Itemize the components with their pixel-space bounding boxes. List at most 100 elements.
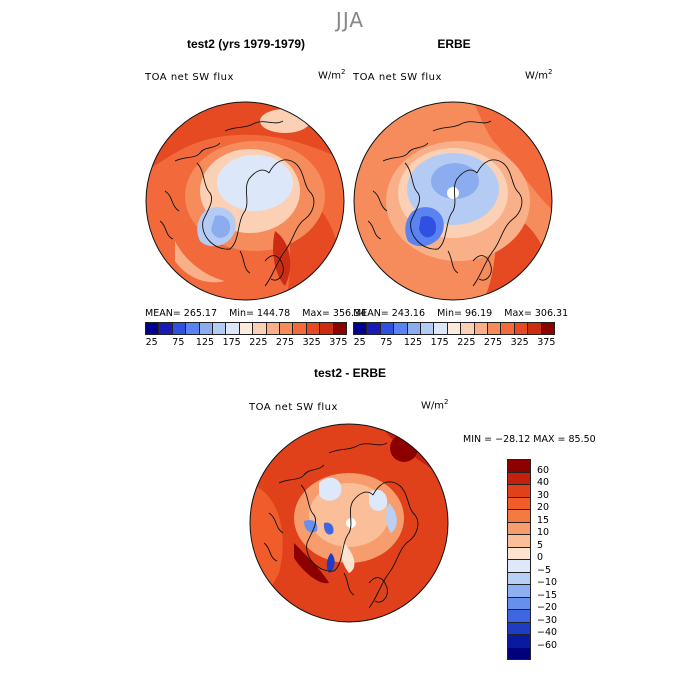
right-colorbar: [353, 322, 555, 335]
left-stats: MEAN= 265.17 Min= 144.78 Max= 356.34: [145, 308, 366, 319]
colorbar-swatch: [146, 323, 160, 334]
map-field-patch: [326, 553, 335, 573]
colorbar-level-label: 5: [537, 539, 544, 551]
colorbar-swatch: [320, 323, 334, 334]
colorbar-level-label: 30: [537, 489, 550, 501]
colorbar-swatch: [407, 323, 422, 334]
colorbar-swatch: [461, 323, 475, 334]
colorbar-swatch: [508, 547, 530, 560]
coastlines: [159, 120, 315, 287]
pole-gap: [447, 187, 459, 199]
colorbar-swatch: [213, 323, 227, 334]
map-field-patch: [323, 522, 334, 535]
colorbar-tick-label: 275: [483, 337, 503, 348]
colorbar-swatch: [293, 323, 307, 334]
left-variable-label: TOA net SW flux: [145, 72, 234, 83]
map-field-patch: [369, 489, 388, 511]
colorbar-tick-label: 175: [430, 337, 449, 348]
colorbar-swatch: [528, 323, 542, 334]
diff-polar-map: [249, 423, 449, 623]
diff-colorbar-labels: 60 40 30 20 15 10 5 0 −5 −10 −15 −20 −30 −40 −60: [537, 459, 577, 651]
right-stats: MEAN= 243.16 Min= 96.19 Max= 306.31: [353, 308, 568, 319]
colorbar-level-label: 0: [537, 552, 544, 563]
colorbar-swatch: [306, 323, 321, 334]
colorbar-level-label: −30: [537, 614, 558, 626]
map-field-patch: [175, 241, 225, 283]
colorbar-swatch: [508, 572, 530, 585]
colorbar-swatch: [508, 497, 530, 510]
colorbar-swatch: [474, 323, 489, 334]
coastlines: [263, 442, 419, 609]
map-field-patch: [341, 543, 355, 573]
colorbar-tick-label: 25: [145, 337, 158, 348]
map-field-patch: [294, 543, 329, 584]
colorbar-swatch: [514, 323, 529, 334]
colorbar-level-label: 40: [537, 477, 550, 488]
colorbar-swatch: [354, 323, 368, 334]
map-field-patch: [304, 520, 318, 533]
map-field-patch: [273, 231, 291, 286]
colorbar-tick-label: 125: [195, 337, 215, 348]
colorbar-tick-label: 375: [329, 337, 348, 348]
colorbar-tick-label: 25: [353, 337, 366, 348]
colorbar-level-label: −60: [537, 639, 558, 651]
diff-panel-title: test2 - ERBE: [313, 366, 387, 380]
diff-colorbar: [507, 459, 531, 660]
colorbar-swatch: [508, 622, 530, 635]
diff-units-label: W/m2: [421, 398, 449, 412]
map-field-patch: [386, 503, 397, 533]
colorbar-tick-label: 125: [403, 337, 423, 348]
colorbar-tick-label: 225: [457, 337, 476, 348]
right-units-label: W/m2: [525, 68, 553, 82]
colorbar-swatch: [333, 323, 347, 334]
colorbar-swatch: [280, 323, 294, 334]
map-field-patch: [419, 215, 437, 238]
colorbar-tick-label: 175: [222, 337, 241, 348]
colorbar-swatch: [434, 323, 448, 334]
colorbar-swatch: [172, 323, 187, 334]
colorbar-swatch: [508, 597, 530, 610]
colorbar-swatch: [508, 585, 530, 598]
colorbar-swatch: [508, 522, 530, 535]
colorbar-swatch: [501, 323, 515, 334]
colorbar-tick-label: 75: [172, 337, 185, 348]
colorbar-swatch: [508, 610, 530, 623]
colorbar-swatch: [508, 472, 530, 485]
colorbar-swatch: [508, 485, 530, 498]
right-polar-map: [353, 101, 553, 301]
colorbar-tick-label: 325: [510, 337, 529, 348]
colorbar-level-label: −5: [537, 564, 552, 576]
right-variable-label: TOA net SW flux: [353, 72, 442, 83]
colorbar-swatch: [253, 323, 267, 334]
season-title: JJA: [335, 8, 365, 32]
colorbar-level-label: 10: [537, 527, 550, 538]
right-panel-title: ERBE: [437, 37, 471, 51]
colorbar-swatch: [541, 323, 555, 334]
colorbar-swatch: [394, 323, 408, 334]
left-min: Min= 144.78: [229, 308, 291, 319]
left-mean: MEAN= 265.17: [145, 308, 218, 319]
colorbar-level-label: 20: [537, 502, 550, 513]
colorbar-tick-label: 325: [302, 337, 321, 348]
map-field-patch: [319, 477, 342, 501]
colorbar-swatch: [508, 560, 530, 573]
map-field-patch: [431, 163, 479, 199]
colorbar-level-label: 60: [537, 464, 550, 476]
colorbar-tick-label: 75: [380, 337, 393, 348]
colorbar-swatch: [367, 323, 381, 334]
colorbar-swatch: [508, 647, 530, 660]
left-colorbar-ticks: 25 75 125 175 225 275 325 375: [145, 337, 348, 349]
colorbar-tick-label: 225: [249, 337, 268, 348]
colorbar-swatch: [186, 323, 200, 334]
colorbar-swatch: [266, 323, 281, 334]
coastlines: [367, 120, 523, 287]
right-colorbar-ticks: 25 75 125 175 225 275 325 375: [353, 337, 556, 349]
colorbar-level-label: −40: [537, 627, 558, 638]
colorbar-level-label: −15: [537, 589, 558, 601]
colorbar-swatch: [508, 635, 530, 648]
left-polar-map: [145, 101, 345, 301]
left-max: Max= 356.34: [302, 308, 367, 319]
colorbar-level-label: −10: [537, 577, 558, 588]
right-max: Max= 306.31: [504, 308, 569, 319]
colorbar-swatch: [239, 323, 254, 334]
